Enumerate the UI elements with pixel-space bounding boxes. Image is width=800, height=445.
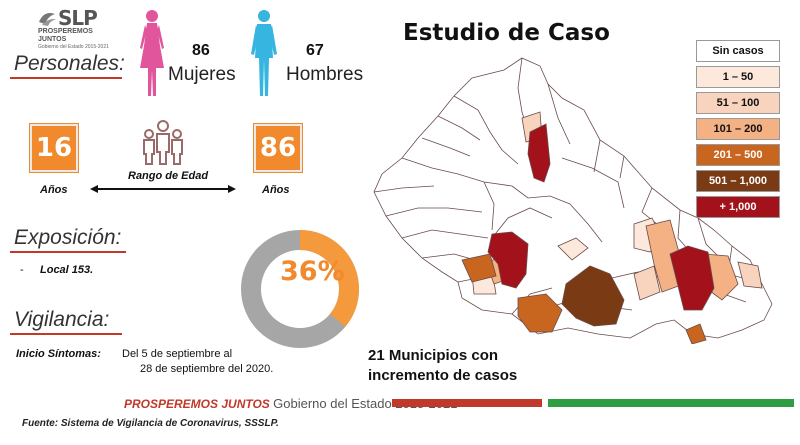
- state-municipalities-map: [373, 57, 773, 344]
- muni-over-1000-a: [527, 123, 551, 183]
- hombres-count: 67: [306, 42, 324, 59]
- muni-51-100-b: [633, 265, 661, 301]
- inicio-sintomas-line1: Del 5 de septiembre al: [122, 348, 233, 360]
- muni-over-1000-c: [669, 245, 715, 311]
- municipios-line2: incremento de casos: [368, 367, 518, 384]
- cases-legend: Sin casos 1 – 50 51 – 100 101 – 200 201 – 50…: [696, 40, 780, 222]
- hombres-label: Hombres: [286, 64, 364, 85]
- vigilancia-underline: [10, 333, 122, 335]
- legend-item: 201 – 500: [696, 144, 780, 166]
- page-title: Estudio de Caso: [403, 20, 610, 46]
- municipios-summary: 21 Municipios con incremento de casos: [368, 346, 517, 386]
- logo-sub-text: PROSPEREMOS JUNTOS: [38, 28, 93, 43]
- logo-main-text: SLP: [58, 6, 98, 30]
- legend-item: 501 – 1,000: [696, 170, 780, 192]
- donut-percent-ring: [241, 230, 359, 348]
- female-figure-icon: [140, 10, 164, 96]
- legend-item: + 1,000: [696, 196, 780, 218]
- legend-item: 1 – 50: [696, 66, 780, 88]
- age-min-box: 16: [29, 123, 79, 173]
- legend-item: 101 – 200: [696, 118, 780, 140]
- donut-percent-text: 36%: [280, 256, 345, 287]
- age-max-unit: Años: [262, 184, 290, 196]
- footer-source: Fuente: Sistema de Vigilancia de Coronav…: [22, 418, 279, 429]
- percentage-donut: [241, 230, 359, 348]
- slp-emblem-icon: [39, 13, 56, 26]
- exposicion-bullet: -: [20, 264, 24, 276]
- legend-item: Sin casos: [696, 40, 780, 62]
- age-range-label: Rango de Edad: [128, 170, 209, 182]
- group-people-icon: [143, 120, 183, 165]
- exposicion-item: Local 153.: [40, 264, 94, 276]
- muni-201-500-c: [685, 323, 707, 344]
- personales-underline: [10, 77, 122, 79]
- exposicion-heading: Exposición:: [14, 226, 122, 249]
- legend-item: 51 – 100: [696, 92, 780, 114]
- inicio-sintomas-line2: 28 de septiembre del 2020.: [140, 363, 274, 375]
- footer-brand-bold: PROSPEREMOS JUNTOS: [124, 397, 270, 411]
- muni-201-500-b: [517, 293, 563, 333]
- age-min-unit: Años: [40, 184, 68, 196]
- municipios-line1: 21 Municipios con: [368, 347, 499, 364]
- muni-201-500-a: [461, 253, 497, 283]
- double-arrow-icon: [90, 185, 236, 193]
- muni-1-50-b: [557, 237, 589, 261]
- mujeres-label: Mujeres: [168, 64, 236, 85]
- logo-sub2-text: Gobierno del Estado 2015-2021: [38, 44, 109, 50]
- male-figure-icon: [251, 10, 277, 96]
- slp-logo: SLP PROSPEREMOS JUNTOS Gobierno del Esta…: [36, 8, 116, 50]
- inicio-sintomas-label: Inicio Síntomas:: [16, 348, 101, 360]
- age-max-box: 86: [253, 123, 303, 173]
- muni-501-1000-a: [561, 265, 625, 327]
- vigilancia-heading: Vigilancia:: [14, 308, 110, 331]
- footer-color-bar: [392, 399, 794, 407]
- muni-51-100-c: [737, 261, 763, 289]
- mujeres-count: 86: [192, 42, 210, 59]
- personales-heading: Personales:: [14, 52, 125, 75]
- muni-over-1000-b: [487, 231, 529, 289]
- exposicion-underline: [10, 251, 126, 253]
